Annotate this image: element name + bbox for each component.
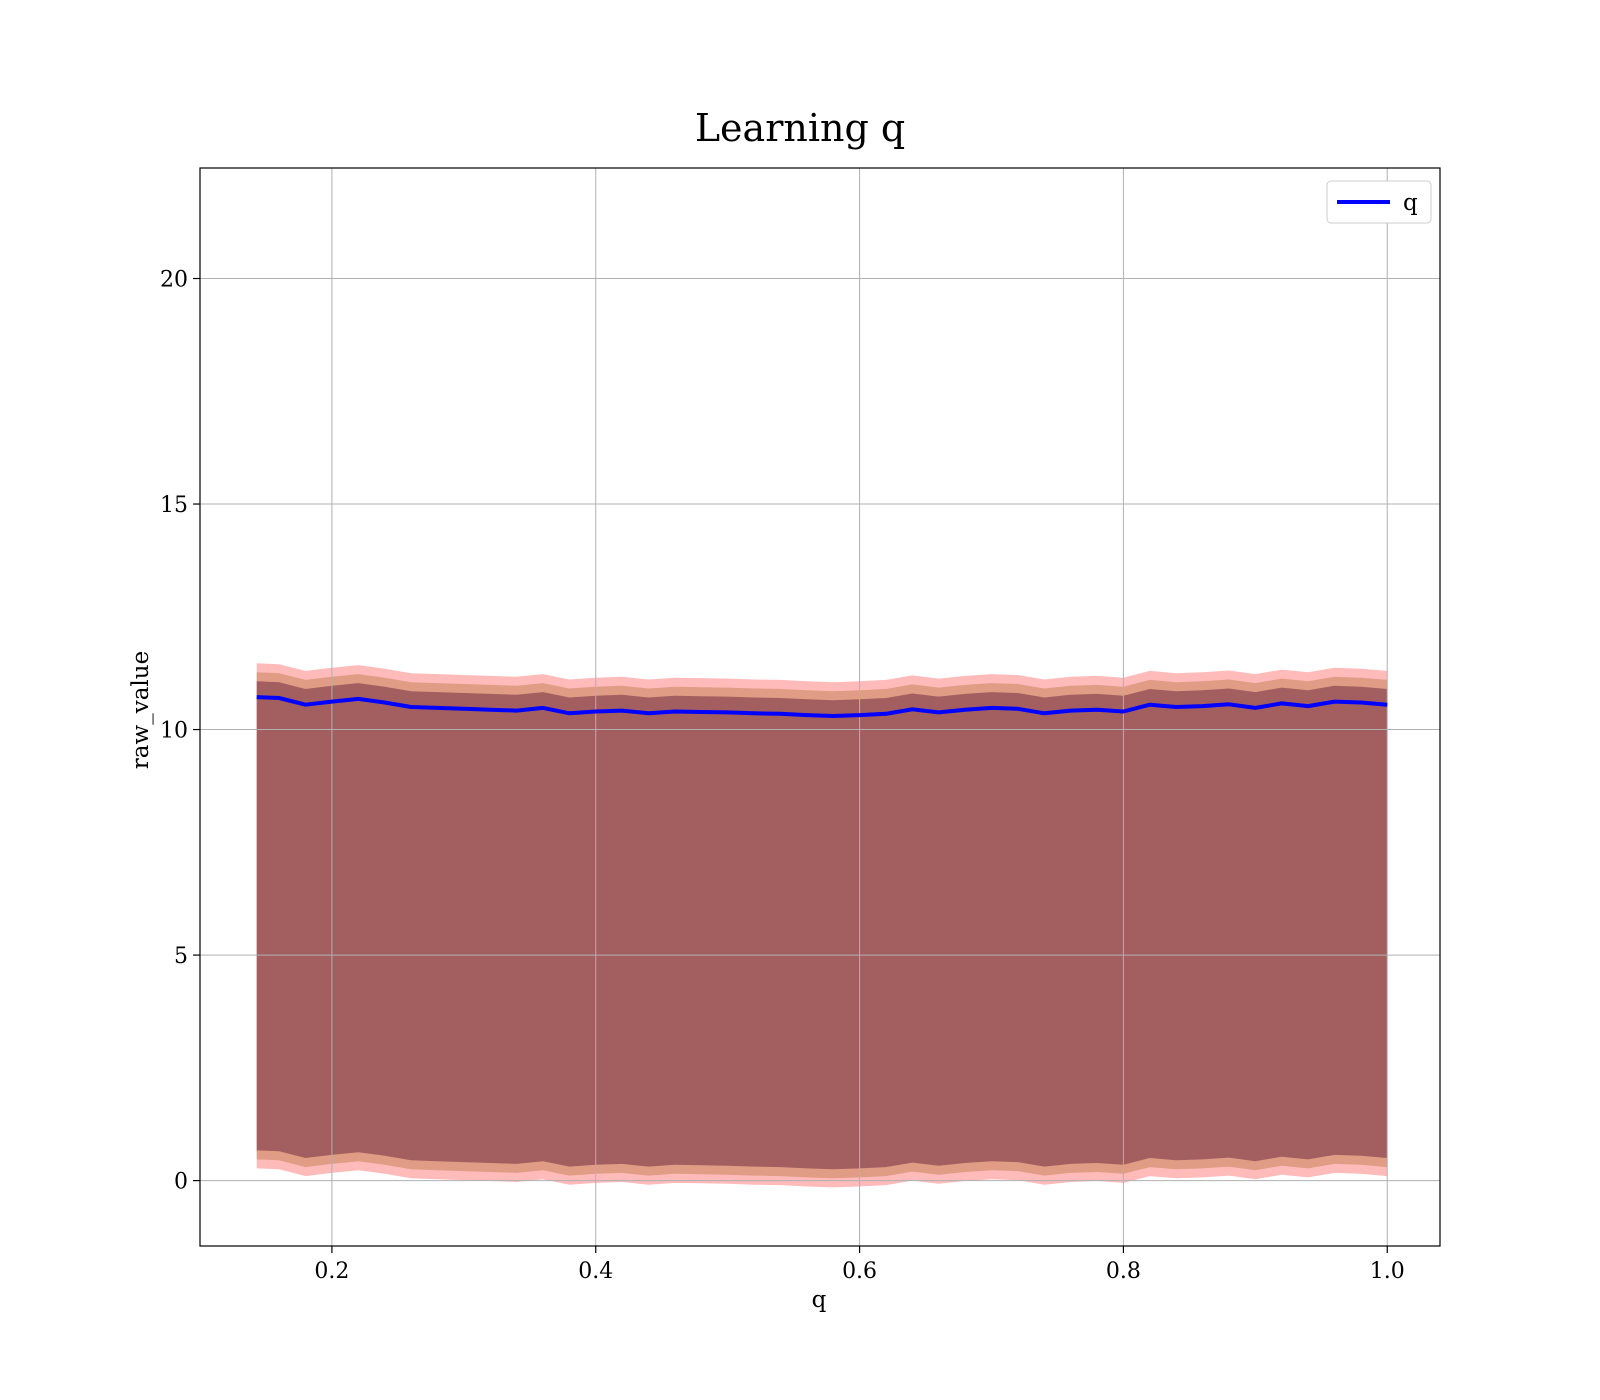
- y-tick-label: 5: [174, 944, 188, 969]
- x-tick-label: 0.6: [842, 1259, 877, 1284]
- x-axis-label: q: [812, 1287, 827, 1313]
- legend-label-q: q: [1403, 190, 1418, 216]
- legend: q: [1326, 180, 1432, 224]
- x-tick-label: 0.2: [314, 1259, 349, 1284]
- x-tick-label: 0.8: [1106, 1259, 1141, 1284]
- y-axis-label: raw_value: [128, 651, 154, 769]
- confidence-band-2: [256, 681, 1388, 1170]
- y-tick-label: 20: [160, 268, 188, 293]
- y-tick-label: 10: [160, 719, 188, 744]
- y-tick-label: 15: [160, 493, 188, 518]
- y-tick-label: 0: [174, 1170, 188, 1195]
- chart-title: Learning q: [695, 106, 905, 150]
- x-tick-label: 1.0: [1370, 1259, 1405, 1284]
- plot-frame: [199, 167, 1441, 1247]
- x-tick-label: 0.4: [578, 1259, 613, 1284]
- series-line-q: [256, 695, 1388, 718]
